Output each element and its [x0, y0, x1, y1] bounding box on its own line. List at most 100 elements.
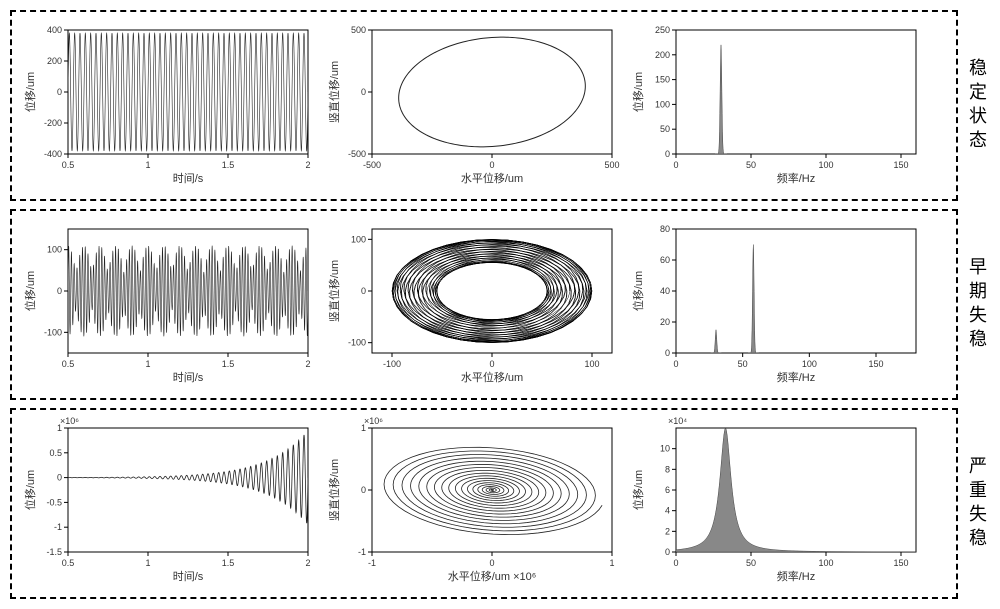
svg-text:200: 200	[655, 50, 670, 60]
panel-group-2: 0.511.52-1000100时间/s位移/um -1000100-10001…	[10, 209, 958, 400]
svg-text:8: 8	[665, 464, 670, 474]
chart-r3c1: 0.511.52-1.5-1-0.500.51时间/s位移/um×10⁶	[20, 416, 320, 591]
svg-text:0: 0	[673, 160, 678, 170]
svg-text:60: 60	[660, 255, 670, 265]
svg-text:竖直位移/um: 竖直位移/um	[327, 260, 341, 322]
svg-text:1: 1	[145, 558, 150, 568]
svg-text:200: 200	[47, 56, 62, 66]
svg-text:×10⁴: ×10⁴	[668, 416, 687, 426]
svg-text:-1.5: -1.5	[46, 547, 62, 557]
svg-text:6: 6	[665, 485, 670, 495]
svg-text:2: 2	[305, 558, 310, 568]
svg-text:0: 0	[665, 149, 670, 159]
svg-text:位移/um: 位移/um	[631, 271, 645, 311]
svg-text:位移/um: 位移/um	[23, 470, 37, 510]
svg-text:-1: -1	[54, 522, 62, 532]
row-3: 0.5 1 1.5 2 -1.5 -1 -0.5 0 0.5 1 时间/s 位移/um ×10⁶ -1 0…	[10, 408, 990, 599]
svg-text:2: 2	[665, 526, 670, 536]
svg-text:2: 2	[305, 359, 310, 369]
svg-text:0: 0	[57, 473, 62, 483]
svg-text:时间/s: 时间/s	[173, 371, 204, 384]
svg-text:竖直位移/um: 竖直位移/um	[327, 459, 341, 521]
svg-text:20: 20	[660, 317, 670, 327]
svg-text:1: 1	[145, 160, 150, 170]
chart-r3c2: -101-101水平位移/um ×10⁶竖直位移/um×10⁶	[324, 416, 624, 591]
svg-text:50: 50	[738, 359, 748, 369]
chart-r1c3: 0 50 100 150 0 50 100 150 200 250 频率/Hz 位移/um	[628, 18, 928, 193]
svg-text:-0.5: -0.5	[46, 497, 62, 507]
svg-text:-200: -200	[44, 118, 62, 128]
row-label-2: 早期失稳	[966, 257, 990, 353]
svg-text:400: 400	[47, 25, 62, 35]
svg-text:50: 50	[746, 160, 756, 170]
svg-text:竖直位移/um: 竖直位移/um	[327, 61, 341, 123]
svg-text:0.5: 0.5	[49, 448, 62, 458]
svg-text:0: 0	[489, 359, 494, 369]
row-label-3: 严重失稳	[966, 456, 990, 552]
svg-text:4: 4	[665, 506, 670, 516]
row-1: 0.511.52-400-2000200400时间/s位移/um -500050…	[10, 10, 990, 201]
svg-text:-100: -100	[348, 338, 366, 348]
svg-text:-100: -100	[44, 327, 62, 337]
svg-text:1: 1	[145, 359, 150, 369]
chart-r1c2: -5000500-5000500水平位移/um竖直位移/um	[324, 18, 624, 193]
chart-r2c1: 0.511.52-1000100时间/s位移/um	[20, 217, 320, 392]
svg-text:50: 50	[660, 124, 670, 134]
svg-text:100: 100	[351, 234, 366, 244]
svg-text:0: 0	[673, 359, 678, 369]
svg-text:100: 100	[818, 558, 833, 568]
chart-r3c3: 0501001500246810频率/Hz位移/um×10⁴	[628, 416, 928, 591]
svg-text:×10⁶: ×10⁶	[60, 416, 79, 426]
svg-text:0: 0	[361, 485, 366, 495]
svg-text:0: 0	[57, 286, 62, 296]
svg-text:频率/Hz: 频率/Hz	[777, 370, 816, 384]
svg-text:50: 50	[746, 558, 756, 568]
svg-text:0: 0	[489, 160, 494, 170]
svg-text:时间/s: 时间/s	[173, 570, 204, 583]
panel-group-3: 0.5 1 1.5 2 -1.5 -1 -0.5 0 0.5 1 时间/s 位移/um ×10⁶ -1 0…	[10, 408, 958, 599]
svg-text:150: 150	[655, 75, 670, 85]
svg-text:0.5: 0.5	[62, 160, 75, 170]
svg-text:-500: -500	[363, 160, 381, 170]
svg-text:时间/s: 时间/s	[173, 172, 204, 185]
svg-text:100: 100	[802, 359, 817, 369]
svg-text:0: 0	[665, 348, 670, 358]
chart-r2c2: -1000100-1000100水平位移/um竖直位移/um	[324, 217, 624, 392]
svg-text:0: 0	[361, 286, 366, 296]
svg-text:×10⁶: ×10⁶	[364, 416, 383, 426]
svg-text:位移/um: 位移/um	[23, 271, 37, 311]
row-label-1: 稳定状态	[966, 58, 990, 154]
svg-text:位移/um: 位移/um	[631, 72, 645, 112]
svg-text:500: 500	[351, 25, 366, 35]
svg-text:1.5: 1.5	[222, 558, 235, 568]
svg-text:位移/um: 位移/um	[23, 72, 37, 112]
row-2: 0.511.52-1000100时间/s位移/um -1000100-10001…	[10, 209, 990, 400]
svg-text:0: 0	[361, 87, 366, 97]
svg-text:250: 250	[655, 25, 670, 35]
svg-text:500: 500	[604, 160, 619, 170]
chart-r2c3: 050100150020406080频率/Hz位移/um	[628, 217, 928, 392]
svg-text:100: 100	[818, 160, 833, 170]
svg-text:10: 10	[660, 444, 670, 454]
svg-text:100: 100	[47, 245, 62, 255]
svg-text:-1: -1	[358, 547, 366, 557]
svg-text:1.5: 1.5	[222, 359, 235, 369]
chart-r1c1: 0.511.52-400-2000200400时间/s位移/um	[20, 18, 320, 193]
svg-text:0: 0	[665, 547, 670, 557]
figure-grid: 0.511.52-400-2000200400时间/s位移/um -500050…	[10, 10, 990, 599]
svg-text:0.5: 0.5	[62, 558, 75, 568]
svg-text:频率/Hz: 频率/Hz	[777, 171, 816, 185]
svg-text:150: 150	[868, 359, 883, 369]
svg-text:150: 150	[893, 558, 908, 568]
svg-text:频率/Hz: 频率/Hz	[777, 569, 816, 583]
svg-text:位移/um: 位移/um	[631, 470, 645, 510]
svg-text:150: 150	[893, 160, 908, 170]
svg-text:100: 100	[655, 99, 670, 109]
svg-text:水平位移/um: 水平位移/um	[461, 370, 523, 384]
svg-text:0: 0	[489, 558, 494, 568]
svg-text:100: 100	[584, 359, 599, 369]
svg-text:1.5: 1.5	[222, 160, 235, 170]
svg-text:-500: -500	[348, 149, 366, 159]
svg-text:1: 1	[609, 558, 614, 568]
svg-text:-1: -1	[368, 558, 376, 568]
